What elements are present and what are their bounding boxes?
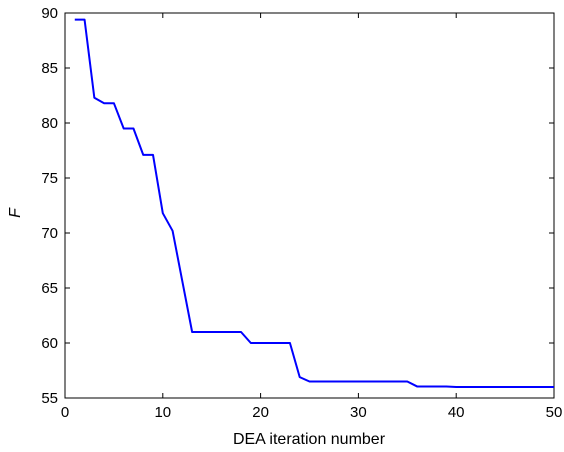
y-tick-label: 60 bbox=[41, 335, 58, 352]
y-tick-label: 55 bbox=[41, 390, 58, 407]
y-tick-label: 70 bbox=[41, 225, 58, 242]
series-line bbox=[74, 18, 554, 388]
series-layer bbox=[74, 18, 555, 388]
x-tick-label: 50 bbox=[546, 404, 563, 421]
y-tick-label: 75 bbox=[41, 170, 58, 187]
x-tick-label: 20 bbox=[252, 404, 269, 421]
y-tick-label: 80 bbox=[41, 115, 58, 132]
y-axis: 55 60 65 70 75 80 85 90 bbox=[41, 5, 554, 407]
x-tick-label: 0 bbox=[61, 404, 69, 421]
y-tick-label: 85 bbox=[41, 60, 58, 77]
x-tick-label: 30 bbox=[350, 404, 367, 421]
y-tick-label: 65 bbox=[41, 280, 58, 297]
x-tick-label: 10 bbox=[154, 404, 171, 421]
x-axis: 0 10 20 30 40 50 bbox=[61, 13, 563, 421]
plot-frame bbox=[64, 12, 555, 399]
y-tick-label: 90 bbox=[41, 5, 58, 22]
y-axis-title: F bbox=[7, 207, 24, 218]
x-axis-title: DEA iteration number bbox=[233, 431, 386, 448]
x-tick-label: 40 bbox=[448, 404, 465, 421]
plot-border bbox=[64, 12, 555, 399]
